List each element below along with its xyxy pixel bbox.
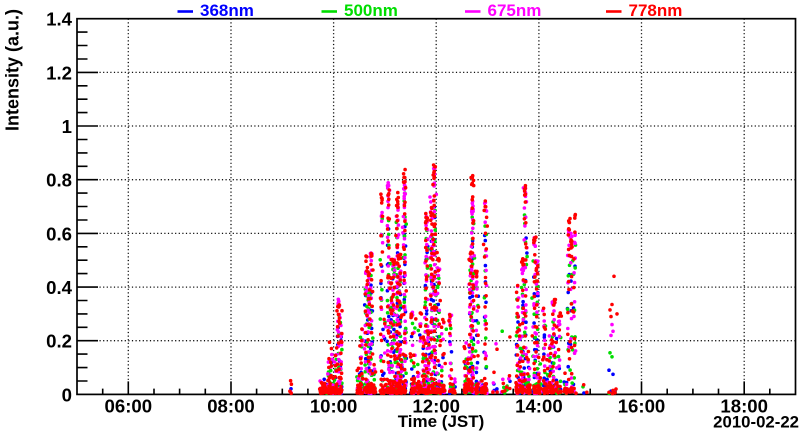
svg-text:1.4: 1.4 bbox=[46, 9, 73, 30]
svg-text:0.4: 0.4 bbox=[46, 277, 73, 298]
svg-text:0: 0 bbox=[62, 384, 72, 405]
svg-text:778nm: 778nm bbox=[629, 1, 683, 20]
svg-text:18:00: 18:00 bbox=[720, 395, 768, 416]
svg-text:675nm: 675nm bbox=[488, 1, 542, 20]
svg-text:08:00: 08:00 bbox=[207, 395, 255, 416]
svg-text:16:00: 16:00 bbox=[618, 395, 666, 416]
svg-text:0.8: 0.8 bbox=[46, 170, 72, 191]
svg-text:12:00: 12:00 bbox=[412, 395, 460, 416]
svg-text:2010-02-22: 2010-02-22 bbox=[713, 413, 799, 432]
svg-text:10:00: 10:00 bbox=[310, 395, 358, 416]
svg-text:Intensity (a.u.): Intensity (a.u.) bbox=[3, 9, 23, 131]
svg-text:Time (JST): Time (JST) bbox=[398, 412, 485, 431]
svg-text:0.2: 0.2 bbox=[46, 331, 72, 352]
svg-text:1.2: 1.2 bbox=[46, 62, 72, 83]
svg-text:06:00: 06:00 bbox=[105, 395, 153, 416]
svg-text:1: 1 bbox=[62, 116, 72, 137]
svg-text:0.6: 0.6 bbox=[46, 223, 72, 244]
svg-text:500nm: 500nm bbox=[344, 1, 398, 20]
svg-text:368nm: 368nm bbox=[200, 1, 254, 20]
svg-text:14:00: 14:00 bbox=[515, 395, 563, 416]
